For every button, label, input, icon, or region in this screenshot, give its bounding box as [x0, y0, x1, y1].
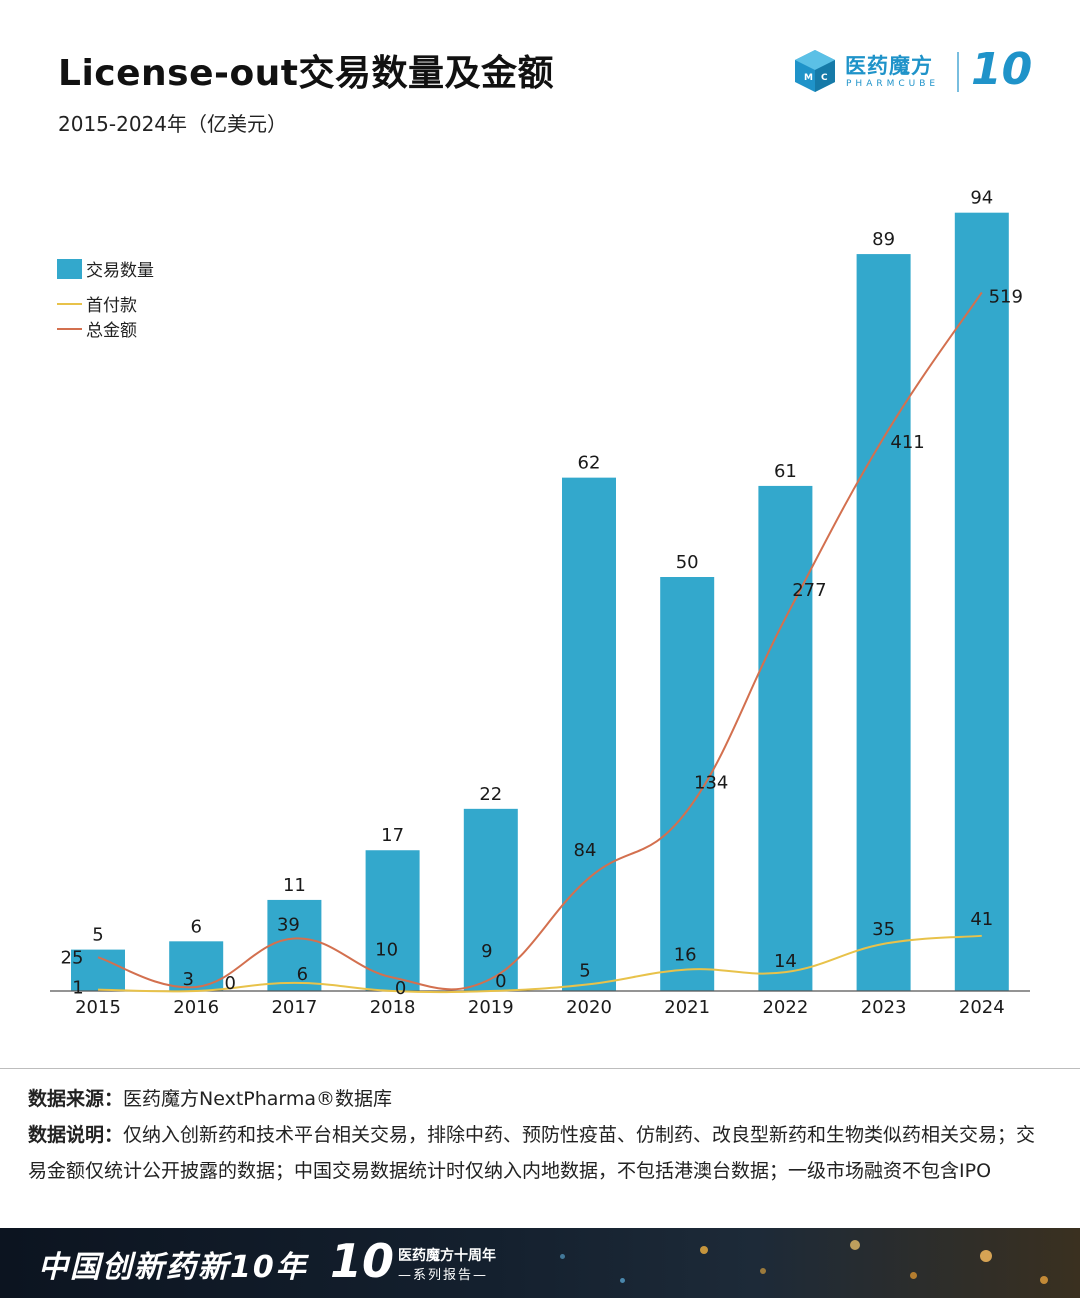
x-tick-label-2023: 2023: [861, 997, 907, 1018]
bar-2017: [267, 899, 322, 991]
upfront-label-2019: 0: [495, 971, 506, 992]
x-tick-label-2024: 2024: [959, 997, 1005, 1018]
x-tick-label-2021: 2021: [664, 997, 710, 1018]
bar-label-2024: 94: [970, 188, 993, 209]
x-tick-label-2017: 2017: [271, 997, 317, 1018]
total-label-2021: 134: [694, 773, 728, 794]
footer-light-dot: [560, 1254, 565, 1259]
bar-2018: [365, 850, 420, 991]
footer-anniversary-mark: 10: [330, 1234, 395, 1288]
upfront-label-2020: 5: [579, 960, 590, 981]
x-tick-label-2016: 2016: [173, 997, 219, 1018]
bar-2016: [169, 941, 224, 991]
legend-swatch-upfront-line: [57, 302, 82, 305]
bar-label-2021: 50: [676, 552, 699, 573]
pharmcube-logo: M C 医药魔方 PHARMCUBE 10: [793, 44, 1033, 98]
x-tick-label-2020: 2020: [566, 997, 612, 1018]
footer-light-dot: [980, 1250, 992, 1262]
total-label-2024: 519: [989, 286, 1023, 307]
upfront-line: [97, 934, 982, 994]
upfront-label-2016: 0: [224, 973, 235, 994]
data-description-label: 数据说明：: [28, 1124, 124, 1146]
bar-label-2019: 22: [479, 784, 502, 805]
total-label-2015: 25: [61, 947, 84, 968]
total-label-2016: 3: [182, 969, 193, 990]
footer-light-dot: [850, 1240, 860, 1250]
bar-label-2017: 11: [283, 875, 306, 896]
footer-light-dot: [700, 1246, 708, 1254]
upfront-label-2023: 35: [872, 919, 895, 940]
chart-legend: 交易数量 首付款 总金额: [57, 256, 154, 341]
x-tick-label-2022: 2022: [762, 997, 808, 1018]
legend-label-deals: 交易数量: [86, 261, 154, 281]
footer-banner: 中国创新药新10年 10 医药魔方十周年 —系列报告—: [0, 1228, 1080, 1298]
bar-2024: [954, 212, 1009, 991]
data-description-line: 数据说明：仅纳入创新药和技术平台相关交易，排除中药、预防性疫苗、仿制药、改良型新…: [28, 1117, 1052, 1189]
logo-anniversary-mark: 10: [971, 44, 1033, 95]
data-source-label: 数据来源：: [28, 1088, 124, 1110]
footer-series-subtitle: —系列报告—: [398, 1268, 489, 1283]
footer-light-dot: [910, 1272, 917, 1279]
x-tick-label-2018: 2018: [370, 997, 416, 1018]
legend-swatch-total-line: [57, 327, 82, 330]
page-subtitle: 2015-2024年（亿美元）: [58, 112, 288, 136]
bar-2023: [856, 254, 911, 991]
upfront-label-2022: 14: [774, 951, 797, 972]
data-description-text: 仅纳入创新药和技术平台相关交易，排除中药、预防性疫苗、仿制药、改良型新药和生物类…: [28, 1124, 1036, 1182]
bar-2020: [562, 477, 616, 991]
upfront-label-2024: 41: [970, 909, 993, 930]
legend-item-total: 总金额: [57, 316, 154, 341]
logo-name-cn: 医药魔方: [845, 54, 933, 78]
page-title: License-out交易数量及金额: [58, 53, 555, 94]
x-tick-label-2015: 2015: [75, 997, 121, 1018]
bar-label-2016: 6: [190, 916, 201, 937]
legend-item-deals: 交易数量: [57, 256, 154, 281]
total-label-2018: 10: [375, 940, 398, 961]
cube-letter-c: C: [821, 73, 828, 83]
bar-label-2022: 61: [774, 461, 797, 482]
total-label-2022: 277: [792, 580, 826, 601]
cube-letter-m: M: [804, 73, 813, 83]
footer-light-dot: [760, 1268, 766, 1274]
total-amount-line: [97, 291, 983, 991]
bar-label-2023: 89: [872, 229, 895, 250]
bar-2019: [463, 808, 518, 991]
bar-label-2018: 17: [381, 825, 404, 846]
footer-light-dot: [1040, 1276, 1048, 1284]
bar-label-2020: 62: [578, 453, 601, 474]
footer-slogan: 中国创新药新10年: [38, 1250, 308, 1285]
bar-2022: [758, 485, 813, 991]
logo-name-en: PHARMCUBE: [846, 79, 940, 89]
notes-section: 数据来源：医药魔方NextPharma®数据库 数据说明：仅纳入创新药和技术平台…: [0, 1068, 1080, 1189]
total-label-2023: 411: [890, 432, 924, 453]
legend-label-total: 总金额: [86, 321, 137, 341]
total-label-2019: 9: [481, 941, 492, 962]
footer-light-dot: [620, 1278, 625, 1283]
upfront-label-2018: 0: [395, 978, 406, 999]
x-tick-label-2019: 2019: [468, 997, 514, 1018]
upfront-label-2021: 16: [674, 944, 697, 965]
legend-label-upfront: 首付款: [86, 296, 137, 316]
data-source-text: 医药魔方NextPharma®数据库: [123, 1088, 393, 1110]
upfront-label-2015: 1: [72, 978, 83, 999]
bar-label-2015: 5: [92, 925, 103, 946]
legend-swatch-bar: [57, 258, 82, 279]
total-label-2020: 84: [574, 840, 597, 861]
footer-series-title: 医药魔方十周年: [398, 1248, 496, 1264]
legend-item-upfront: 首付款: [57, 291, 154, 316]
data-source-line: 数据来源：医药魔方NextPharma®数据库: [28, 1081, 1052, 1117]
upfront-label-2017: 6: [297, 964, 308, 985]
cube-logo-icon: M C: [795, 50, 835, 92]
total-label-2017: 39: [277, 915, 300, 936]
bar-2015: [71, 949, 125, 991]
logo-divider: [957, 52, 959, 92]
